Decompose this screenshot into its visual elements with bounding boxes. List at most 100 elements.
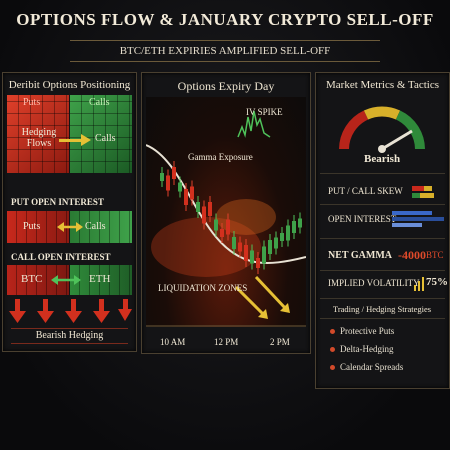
candle-body	[190, 186, 194, 200]
hedging-calls-label: Calls	[95, 133, 116, 144]
put-oi-title: Put Open Interest	[11, 197, 104, 207]
left-panel: Deribit Options Positioning Puts Calls H…	[2, 72, 137, 352]
arrow-right-icon	[81, 134, 91, 146]
candle-body	[202, 206, 206, 224]
call-oi-heat: BTC ETH	[7, 265, 132, 295]
positioning-heatmap: Puts Calls Hedging Flows Calls	[7, 95, 132, 173]
divider	[320, 270, 445, 271]
implied-vol-label: Implied Volatility	[328, 278, 420, 288]
net-gamma-unit: BTC	[426, 250, 444, 260]
down-arrows-icon	[9, 299, 132, 323]
candle-body	[184, 189, 188, 205]
strategy-item-1: Delta-Hedging	[330, 344, 393, 354]
fire-glow	[216, 199, 276, 235]
expiry-chart: IV Spike Gamma Exposure Liquidation Zone…	[146, 97, 306, 327]
candle-body	[244, 245, 248, 261]
liquidation-arrow	[254, 275, 288, 311]
bullet-icon	[330, 329, 335, 335]
divider	[320, 173, 445, 174]
candle-body	[172, 167, 176, 179]
net-gamma-value: -4000	[398, 248, 426, 262]
center-panel-title: Options Expiry Day	[177, 79, 275, 93]
hedging-arrow	[59, 139, 85, 142]
candle-body	[262, 246, 266, 264]
page-title: Options Flow & January Crypto Sell-Off	[16, 10, 434, 29]
candle-body	[256, 258, 260, 268]
time-label-0: 10 AM	[160, 337, 186, 347]
divider	[320, 238, 445, 239]
strategy-item-0: Protective Puts	[330, 326, 394, 336]
divider	[320, 298, 445, 299]
implied-vol-row: Implied Volatility 75%	[322, 274, 448, 296]
btc-label: BTC	[21, 273, 43, 285]
skew-bars-icon	[412, 186, 434, 198]
net-gamma-label: Net Gamma	[328, 250, 392, 261]
strategy-label: Protective Puts	[340, 326, 395, 336]
right-panel-title: Market Metrics & Tactics	[326, 79, 439, 91]
liquidation-zones-label: Liquidation Zones	[158, 283, 248, 293]
strategy-item-2: Calendar Spreads	[330, 362, 403, 372]
candle-body	[178, 182, 182, 192]
gamma-curve	[146, 144, 306, 264]
candle-body	[166, 175, 170, 191]
candle-body	[238, 242, 242, 252]
time-label-2: 2 PM	[270, 337, 290, 347]
candle-body	[250, 250, 254, 264]
gauge-label: Bearish	[364, 153, 401, 165]
right-panel: Market Metrics & Tactics Bearish	[315, 72, 450, 389]
time-label-1: 12 PM	[214, 337, 239, 347]
implied-vol-value: 75%	[426, 276, 448, 288]
gamma-exposure-label: Gamma Exposure	[188, 152, 253, 162]
candle-body	[232, 237, 236, 249]
bearish-hedging-label: Bearish Hedging	[11, 328, 128, 344]
open-interest-row: Open Interest	[322, 210, 444, 232]
candle-body	[298, 218, 302, 228]
candle-body	[226, 219, 230, 235]
bullet-icon	[330, 365, 335, 371]
bullet-icon	[330, 347, 335, 353]
double-arrow-green-icon	[51, 275, 81, 285]
candle-body	[286, 225, 290, 241]
candle-body	[220, 229, 224, 237]
oi-puts-label: Puts	[23, 221, 41, 232]
double-arrow-icon	[57, 222, 83, 232]
candle-body	[208, 202, 212, 216]
put-call-skew-label: Put / Call Skew	[328, 186, 403, 196]
eth-label: ETH	[89, 273, 111, 285]
calls-heat	[70, 95, 132, 173]
expiry-chart-svg	[146, 110, 306, 327]
calls-label: Calls	[89, 97, 110, 108]
left-panel-title: Deribit Options Positioning	[8, 79, 131, 91]
volatility-bars-icon	[414, 277, 424, 291]
puts-heat	[7, 95, 69, 173]
iv-spike-label: IV Spike	[246, 107, 283, 117]
strategy-label: Calendar Spreads	[340, 362, 404, 372]
liquidation-arrow	[234, 285, 266, 317]
liquidation-arrow-head	[258, 309, 268, 319]
candle-body	[280, 233, 284, 241]
candle-body	[268, 240, 272, 254]
oi-bars-icon	[392, 211, 444, 227]
divider	[320, 318, 445, 319]
oi-calls-label: Calls	[85, 221, 106, 232]
call-oi-title: Call Open Interest	[11, 252, 111, 262]
put-oi-heat: Puts Calls	[7, 211, 132, 243]
open-interest-label: Open Interest	[328, 214, 397, 224]
candle-body	[292, 221, 296, 233]
candle-body	[214, 219, 218, 231]
page-subtitle: BTC/ETH Expiries Amplified Sell-Off	[70, 40, 380, 62]
puts-label: Puts	[23, 97, 41, 108]
center-panel: Options Expiry Day IV Spike Gamma Exposu…	[141, 72, 311, 354]
strategy-label: Delta-Hedging	[340, 344, 394, 354]
liquidation-arrow-head	[280, 303, 290, 313]
sentiment-gauge-icon	[339, 106, 425, 153]
net-gamma-row: Net Gamma -4000 BTC	[322, 246, 444, 268]
candle-body	[274, 237, 278, 249]
candle-body	[160, 173, 164, 181]
iv-spike-line	[237, 110, 271, 138]
put-call-skew-row: Put / Call Skew	[322, 182, 442, 204]
strategies-title: Trading / Hedging Strategies	[332, 304, 432, 314]
divider	[320, 204, 445, 205]
hedging-flows-label: Hedging Flows	[21, 127, 57, 149]
